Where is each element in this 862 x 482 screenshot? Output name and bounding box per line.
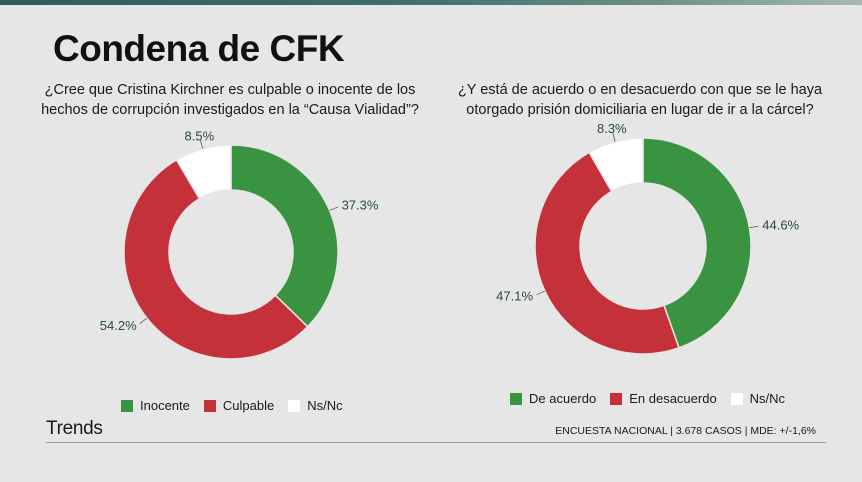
chart-1-value-label: 37.3% — [342, 197, 379, 212]
legend-item: Ns/Nc — [288, 398, 343, 413]
chart-1-question: ¿Cree que Cristina Kirchner es culpable … — [41, 82, 419, 118]
chart-2-slice-de-acuerdo — [642, 137, 752, 349]
chart-2-value-label: 44.6% — [762, 218, 799, 233]
legend-swatch — [121, 399, 133, 412]
legend-item: Inocente — [121, 398, 190, 413]
chart-2-question: ¿Y está de acuerdo o en desacuerdo con q… — [457, 82, 823, 118]
chart-1-slice-culpable — [123, 158, 309, 360]
legend-label: Ns/Nc — [749, 391, 786, 406]
chart-1-leader-line — [329, 206, 339, 211]
legend-swatch — [203, 399, 216, 412]
chart-2-value-label: 47.1% — [496, 288, 533, 303]
brand-logo: Trends — [46, 418, 103, 439]
chart-2-slice-ns-nc — [588, 137, 644, 193]
footer-divider — [46, 442, 826, 443]
legend-item: En desacuerdo — [610, 391, 717, 406]
page-title: Condena de CFK — [53, 28, 345, 69]
chart-1-value-label: 54.2% — [100, 318, 137, 333]
legend-label: En desacuerdo — [629, 391, 717, 406]
chart-2-leader-line — [749, 225, 759, 229]
legend-item: Culpable — [203, 398, 275, 413]
chart-2-slice-en-desacuerdo — [534, 151, 680, 355]
legend-item: De acuerdo — [510, 391, 596, 406]
chart-2-leader-line — [536, 290, 546, 296]
legend-label: De acuerdo — [529, 391, 597, 406]
legend-swatch — [288, 399, 301, 412]
top-accent-bar — [0, 0, 862, 5]
legend-swatch — [610, 392, 623, 405]
chart-1-leader-line — [139, 317, 148, 324]
survey-footnote: ENCUESTA NACIONAL | 3.678 CASOS | MDE: +… — [555, 425, 816, 437]
legend-swatch — [510, 392, 522, 405]
legend-label: Ns/Nc — [307, 398, 343, 413]
legend-label: Culpable — [222, 398, 275, 413]
chart-1-legend: Inocente Culpable Ns/Nc — [121, 398, 357, 413]
chart-2-leader-line — [612, 132, 616, 142]
chart-1-value-label: 8.5% — [185, 128, 215, 143]
chart-1-slice-inocente — [230, 144, 339, 328]
chart-2-legend: De acuerdo En desacuerdo Ns/Nc — [510, 391, 799, 406]
chart-2-value-label: 8.3% — [597, 121, 627, 136]
chart-1-leader-line — [200, 140, 204, 149]
legend-swatch — [730, 392, 743, 405]
legend-item: Ns/Nc — [730, 391, 786, 406]
legend-label: Inocente — [140, 398, 190, 413]
chart-1-slice-ns-nc — [175, 144, 232, 200]
